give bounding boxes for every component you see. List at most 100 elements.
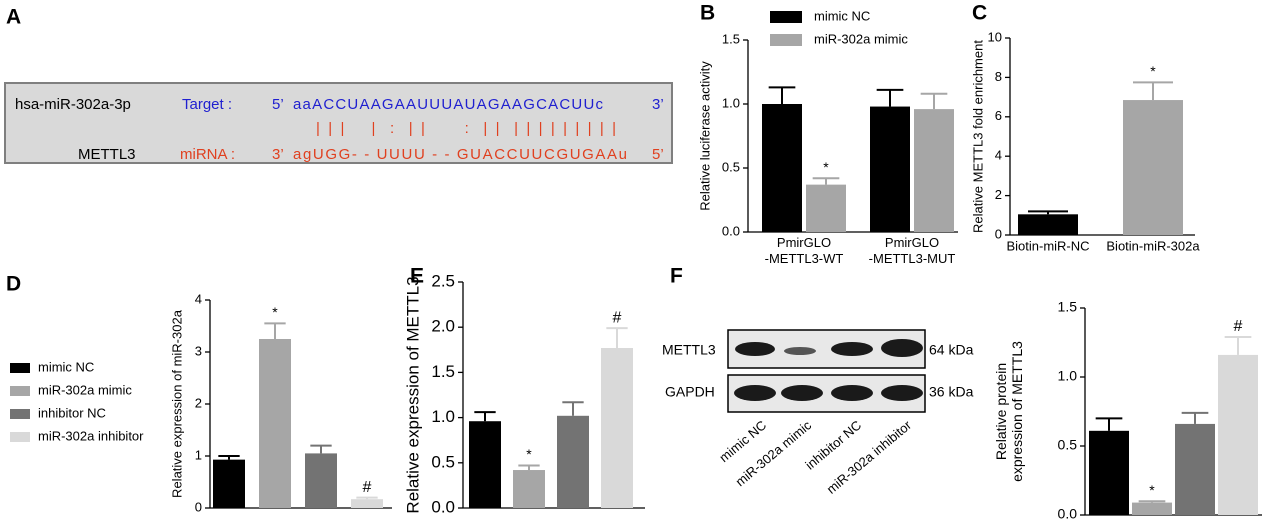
blot-bands: [734, 339, 923, 401]
bar: [213, 459, 245, 508]
band: [784, 347, 816, 355]
band: [881, 339, 923, 357]
y-axis-label: Relative luciferase activity: [697, 61, 712, 211]
bar: [1123, 100, 1183, 236]
legend-swatch: [770, 34, 802, 46]
mirna-5: 5’: [652, 146, 664, 163]
y-tick-label: 0.5: [1058, 437, 1078, 453]
y-tick-label: 3: [195, 343, 202, 358]
legend-swatch: [10, 386, 30, 396]
bar: [1132, 502, 1172, 515]
bar: [305, 453, 337, 508]
target-sequence: aaACCUAAGAAUUUAUAGAAGCACUUc: [293, 96, 604, 113]
bar: [1175, 423, 1215, 515]
y-axis-label: Relative proteinexpression of METTL3: [993, 341, 1025, 482]
band-size: 36 kDa: [929, 384, 974, 400]
y-axis-label: Relative expression of METTL3: [403, 276, 422, 513]
y-tick-label: 0: [995, 226, 1002, 241]
mirna-target-name: METTL3: [78, 146, 136, 163]
bar: [1218, 354, 1258, 515]
y-tick-label: 0.0: [431, 497, 455, 516]
band-label: METTL3: [662, 342, 716, 358]
lane-label: miR-302a inhibitor: [824, 417, 915, 497]
mirna-3: 3’: [272, 146, 284, 163]
significance: *: [1149, 482, 1155, 498]
y-tick-label: 10: [988, 29, 1002, 44]
bar: [601, 347, 633, 508]
y-tick-label: 2.0: [431, 317, 455, 336]
sequence-box: [4, 82, 673, 164]
band-size: 64 kDa: [929, 342, 974, 358]
bar: [469, 421, 501, 508]
bar: [806, 184, 846, 232]
y-tick-label: 1.0: [1058, 368, 1078, 384]
panel-letter: D: [6, 273, 21, 296]
legend-label: inhibitor NC: [38, 405, 106, 420]
band: [781, 385, 823, 401]
y-tick-label: 0.5: [431, 452, 455, 471]
mirna-sequence: agUGG- - UUUU - - GUACCUUCGUGAAu: [293, 146, 627, 163]
panel-letter: B: [700, 2, 715, 25]
y-axis-label: Relative expression of miR-302a: [169, 309, 184, 498]
y-tick-label: 2.5: [431, 271, 455, 290]
target-label: Target :: [182, 96, 232, 113]
x-tick-label: PmirGLO -METTL3-MUT: [869, 235, 956, 266]
significance: *: [1150, 63, 1156, 79]
bar: [914, 109, 954, 232]
panel-letter: E: [410, 265, 424, 288]
legend-swatch: [10, 409, 30, 419]
legend-label: miR-302a mimic: [38, 382, 132, 397]
y-tick-label: 1.5: [1058, 299, 1078, 315]
panel-letter: A: [6, 6, 21, 29]
bar: [351, 499, 383, 508]
y-tick-label: 2: [195, 395, 202, 410]
bar: [1089, 430, 1129, 515]
y-tick-label: 4: [995, 148, 1002, 163]
y-tick-label: 1.5: [722, 31, 740, 46]
legend-label: mimic NC: [38, 359, 94, 374]
y-tick-label: 8: [995, 69, 1002, 84]
bar: [513, 470, 545, 508]
band: [734, 385, 776, 401]
mirna-label: miRNA :: [180, 146, 235, 163]
legend-swatch: [10, 432, 30, 442]
bar: [762, 104, 802, 232]
bar: [1018, 214, 1078, 235]
legend-swatch: [10, 363, 30, 373]
band-label: GAPDH: [665, 384, 715, 400]
significance: #: [613, 309, 622, 326]
significance: #: [363, 479, 372, 496]
band: [881, 385, 923, 401]
band: [831, 385, 873, 401]
legend-label: mimic NC: [814, 8, 870, 23]
y-tick-label: 2: [995, 187, 1002, 202]
band: [831, 342, 873, 356]
significance: #: [1234, 318, 1243, 335]
band: [735, 342, 775, 356]
significance: *: [823, 159, 829, 175]
y-tick-label: 0.0: [722, 223, 740, 238]
legend-swatch: [770, 11, 802, 23]
y-tick-label: 6: [995, 108, 1002, 123]
x-tick-label: Biotin-miR-NC: [1006, 238, 1089, 253]
pairing: | | | | : | | : | | | | | | | | | | |: [316, 120, 616, 137]
y-tick-label: 1.0: [722, 95, 740, 110]
panel-letter: C: [972, 2, 987, 25]
legend-label: miR-302a inhibitor: [38, 428, 144, 443]
y-tick-label: 1.5: [431, 362, 455, 381]
y-tick-label: 4: [195, 291, 202, 306]
y-tick-label: 1: [195, 447, 202, 462]
significance: *: [272, 304, 278, 320]
significance: *: [526, 446, 532, 462]
bar: [870, 106, 910, 232]
target-3: 3’: [652, 96, 664, 113]
bar: [557, 415, 589, 508]
legend-label: miR-302a mimic: [814, 31, 908, 46]
target-name: hsa-miR-302a-3p: [15, 96, 131, 113]
target-5: 5’: [272, 96, 284, 113]
y-axis-label: Relative METTL3 fold enrichment: [970, 40, 985, 233]
lane-label: miR-302a mimic: [733, 417, 815, 489]
x-tick-label: PmirGLO -METTL3-WT: [765, 235, 844, 266]
y-tick-label: 1.0: [431, 407, 455, 426]
